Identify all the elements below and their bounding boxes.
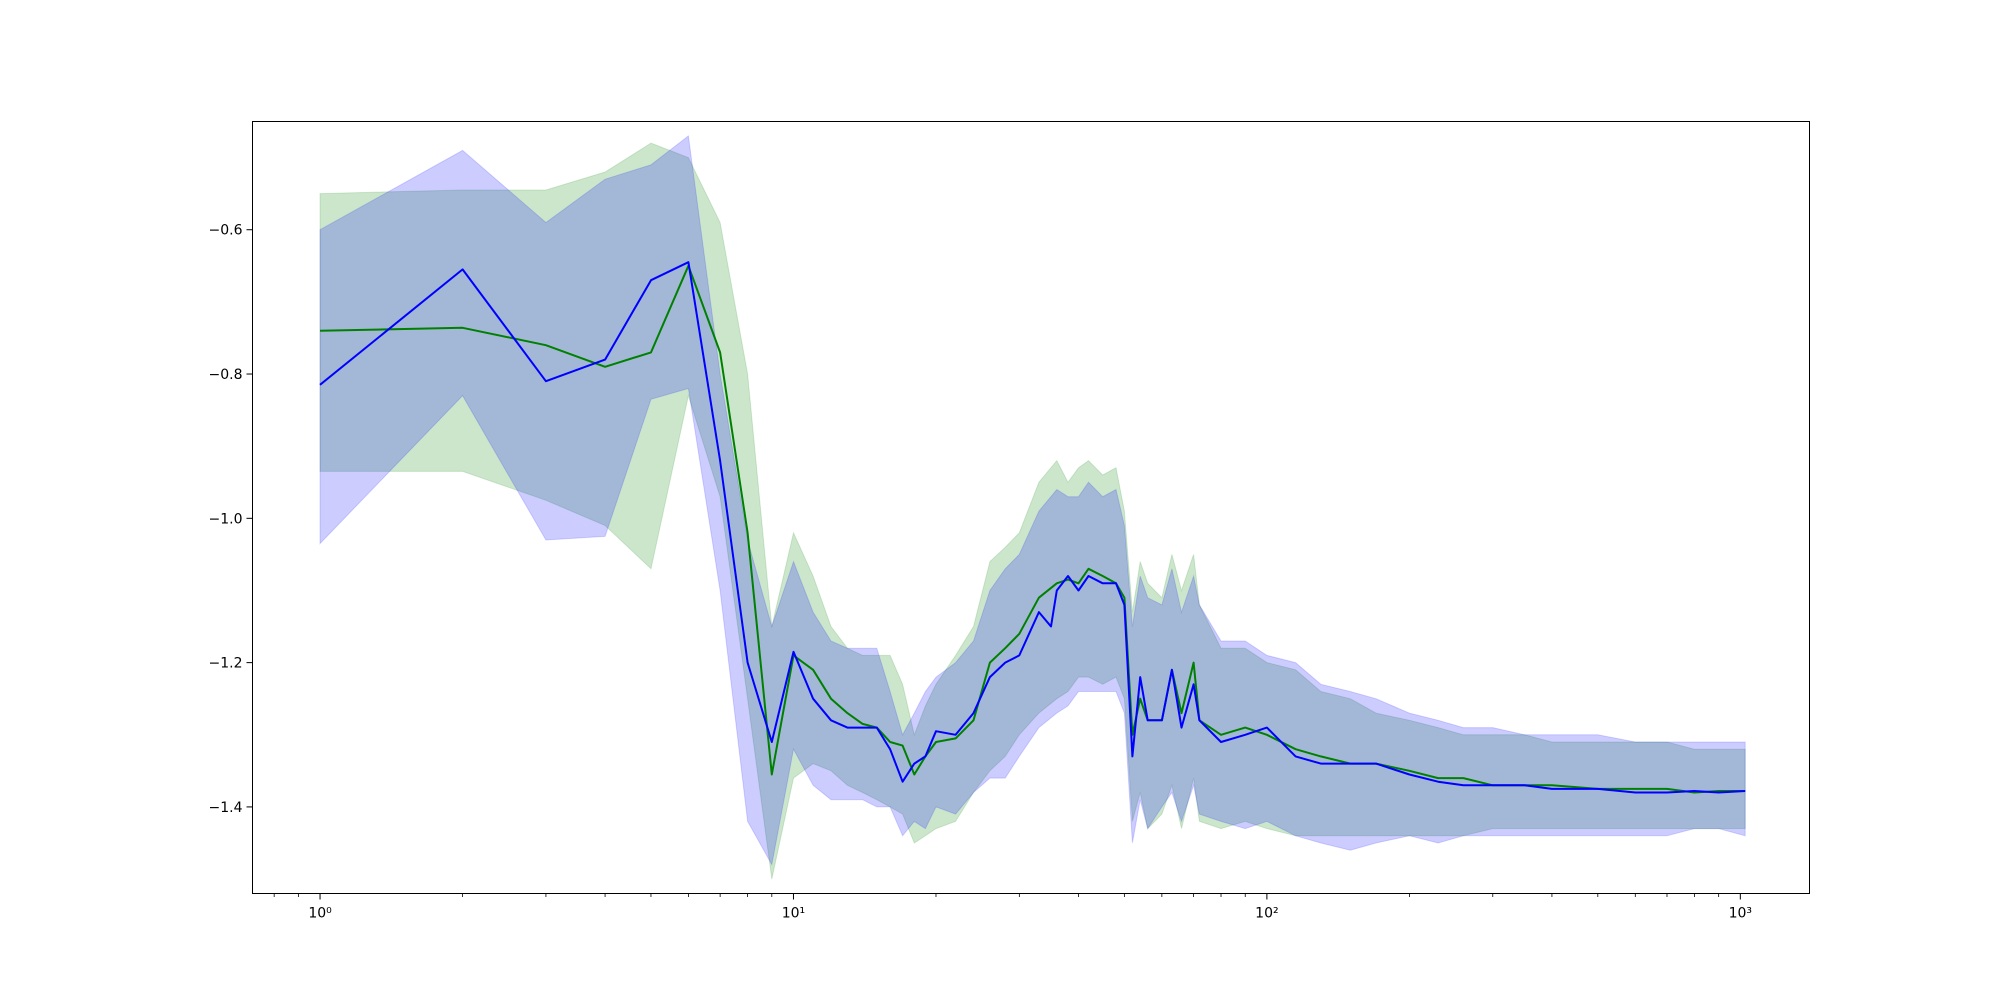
plot-frame — [252, 121, 1810, 894]
y-tick-label: −1.4 — [209, 800, 243, 816]
series-1-band — [319, 142, 1746, 880]
y-tick-label: −1.2 — [209, 656, 243, 672]
y-tick-label: −1.0 — [209, 511, 243, 527]
x-tick-label: 10³ — [1729, 906, 1752, 922]
y-axis: −0.6 −0.8 −1.0 −1.2 −1.4 — [209, 223, 253, 816]
x-axis: 10⁰ 10¹ 10² 10³ — [273, 893, 1752, 922]
series-2-band — [319, 134, 1746, 867]
x-tick-label: 10¹ — [782, 906, 805, 922]
y-tick-label: −0.6 — [209, 223, 243, 239]
x-tick-label: 10² — [1255, 906, 1278, 922]
series-1-line — [319, 264, 1746, 794]
x-tick-label: 10⁰ — [308, 906, 332, 922]
series-2-line — [319, 261, 1746, 794]
series-lines — [319, 261, 1746, 794]
confidence-bands — [319, 134, 1746, 880]
y-tick-label: −0.8 — [209, 367, 243, 383]
